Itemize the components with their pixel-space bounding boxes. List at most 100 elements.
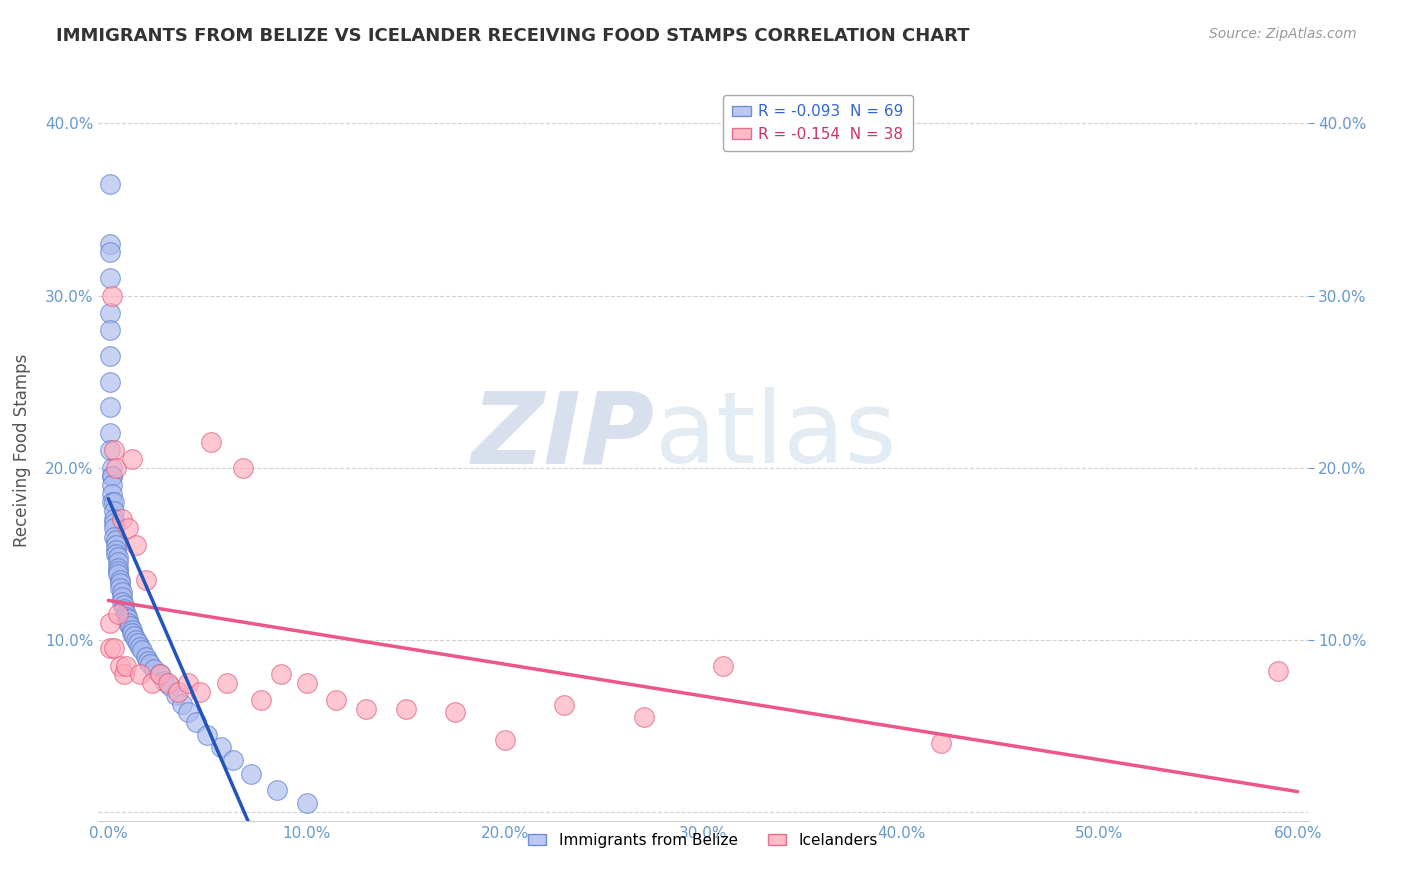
Point [135, 650, 157, 665]
Point [156, 676, 179, 690]
Point [107, 560, 129, 574]
Point [295, 676, 318, 690]
Point [115, 658, 138, 673]
Point [222, 753, 245, 767]
Point [553, 698, 575, 713]
Point [111, 512, 134, 526]
Point [131, 643, 153, 657]
Point [101, 288, 124, 302]
Point [232, 460, 254, 475]
Text: IMMIGRANTS FROM BELIZE VS ICELANDER RECEIVING FOOD STAMPS CORRELATION CHART: IMMIGRANTS FROM BELIZE VS ICELANDER RECE… [56, 27, 970, 45]
Point [217, 676, 239, 690]
Text: atlas: atlas [655, 387, 896, 484]
Point [929, 736, 952, 750]
Point [105, 460, 128, 475]
Point [122, 629, 145, 643]
Point [135, 573, 157, 587]
Point [98, 177, 121, 191]
Point [200, 434, 222, 449]
Point [176, 676, 198, 690]
Point [159, 679, 181, 693]
Point [110, 658, 132, 673]
Point [136, 653, 159, 667]
Point [98, 641, 121, 656]
Point [149, 667, 172, 681]
Text: Source: ZipAtlas.com: Source: ZipAtlas.com [1209, 27, 1357, 41]
Point [103, 530, 125, 544]
Point [121, 623, 143, 637]
Point [101, 469, 124, 483]
Point [494, 732, 516, 747]
Point [112, 599, 135, 613]
Point [107, 555, 129, 569]
Point [395, 702, 418, 716]
Point [103, 495, 125, 509]
Point [115, 607, 138, 621]
Point [98, 245, 121, 260]
Point [103, 516, 125, 530]
Point [240, 767, 263, 781]
Point [117, 521, 139, 535]
Point [166, 684, 188, 698]
Point [711, 658, 734, 673]
Point [107, 567, 129, 582]
Point [111, 590, 134, 604]
Point [325, 693, 347, 707]
Point [107, 607, 129, 621]
Point [142, 662, 165, 676]
Point [101, 469, 124, 483]
Point [1267, 664, 1289, 678]
Point [103, 512, 125, 526]
Point [98, 426, 121, 441]
Point [129, 640, 152, 654]
Point [184, 715, 207, 730]
Point [103, 504, 125, 518]
Legend: Immigrants from Belize, Icelanders: Immigrants from Belize, Icelanders [522, 827, 884, 854]
Point [98, 443, 121, 458]
Point [149, 667, 172, 681]
Y-axis label: Receiving Food Stamps: Receiving Food Stamps [13, 354, 31, 547]
Point [105, 547, 128, 561]
Point [98, 271, 121, 285]
Point [125, 538, 148, 552]
Point [165, 688, 187, 702]
Point [110, 573, 132, 587]
Point [101, 478, 124, 492]
Point [98, 306, 121, 320]
Point [105, 543, 128, 558]
Point [129, 667, 152, 681]
Point [188, 684, 211, 698]
Point [98, 401, 121, 415]
Point [98, 236, 121, 251]
Text: ZIP: ZIP [471, 387, 655, 484]
Point [295, 797, 318, 811]
Point [98, 323, 121, 337]
Point [127, 636, 149, 650]
Point [105, 538, 128, 552]
Point [170, 697, 193, 711]
Point [125, 632, 148, 647]
Point [112, 602, 135, 616]
Point [98, 615, 121, 630]
Point [101, 495, 124, 509]
Point [141, 676, 163, 690]
Point [98, 349, 121, 363]
Point [266, 782, 288, 797]
Point [107, 564, 129, 578]
Point [101, 460, 124, 475]
Point [139, 657, 162, 671]
Point [354, 702, 377, 716]
Point [101, 486, 124, 500]
Point [110, 581, 132, 595]
Point [250, 693, 273, 707]
Point [121, 452, 143, 467]
Point [110, 576, 132, 591]
Point [153, 674, 176, 689]
Point [117, 612, 139, 626]
Point [270, 667, 292, 681]
Point [117, 615, 139, 630]
Point [209, 739, 232, 754]
Point [120, 619, 142, 633]
Point [98, 375, 121, 389]
Point [633, 710, 655, 724]
